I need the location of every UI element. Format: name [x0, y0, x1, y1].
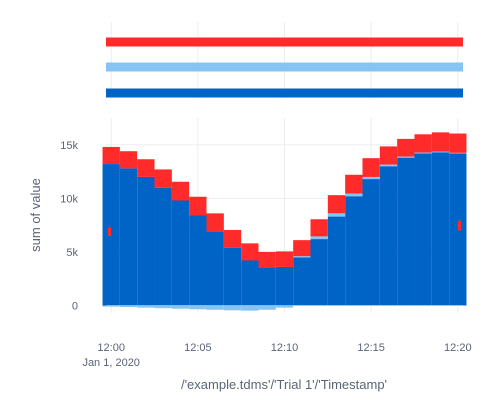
bar-red-17 — [379, 146, 398, 165]
bar-red-15 — [345, 174, 363, 194]
x-tick-label-2: 12:10 — [271, 342, 299, 354]
bar-lightblue-5 — [189, 305, 207, 310]
axes: 0 5k 10k 15k 12:00 12:05 12:10 12:15 12:20 Jan 1,… — [60, 140, 471, 369]
marginal-rug-1 — [106, 62, 463, 72]
bar-red-3 — [137, 159, 155, 177]
bar-blue-13 — [310, 239, 328, 306]
bar-lightblue-13 — [327, 213, 346, 217]
bar-red-2 — [119, 151, 138, 169]
bar-red-0 — [107, 227, 112, 236]
bar-blue-17 — [379, 166, 398, 306]
y-tick-label-3: 15k — [60, 140, 78, 152]
x-tick-sublabel: Jan 1, 2020 — [82, 357, 140, 369]
bar-lightblue-2 — [137, 305, 155, 308]
y-tick-label-0: 0 — [72, 301, 78, 313]
bar-blue-6 — [189, 215, 207, 306]
bar-lightblue-20 — [449, 152, 467, 154]
bar-red-13 — [310, 219, 328, 237]
bar-red-12 — [293, 240, 311, 257]
bar-red-7 — [206, 213, 224, 232]
bar-lightblue-12 — [310, 236, 328, 240]
bar-red-10 — [258, 251, 276, 268]
bar-blue-22 — [457, 230, 462, 306]
bar-lightblue-4 — [171, 305, 190, 309]
bar-lightblue-1 — [119, 305, 138, 308]
bar-red-20 — [431, 132, 450, 152]
y-tick-label-2: 10k — [60, 193, 78, 205]
bar-lightblue-16 — [379, 164, 398, 167]
bar-lightblue-7 — [223, 305, 242, 311]
bar-lightblue-8 — [241, 305, 259, 311]
bar-lightblue-17 — [397, 156, 415, 158]
bar-red-18 — [397, 138, 415, 157]
bar-blue-4 — [154, 187, 172, 306]
marginal-rug-0 — [106, 37, 463, 47]
x-tick-label-1: 12:05 — [184, 342, 212, 354]
y-axis-title: sum of value — [28, 178, 43, 252]
bar-blue-16 — [362, 179, 380, 306]
x-tick-label-0: 12:00 — [97, 342, 125, 354]
marginal-plot — [106, 22, 463, 98]
bar-blue-3 — [137, 176, 155, 306]
x-tick-label-3: 12:15 — [357, 342, 385, 354]
bar-blue-19 — [414, 153, 432, 306]
bar-blue-2 — [119, 168, 138, 306]
bar-red-6 — [189, 196, 207, 216]
bar-red-4 — [154, 169, 172, 188]
bar-red-8 — [223, 229, 242, 248]
bar-blue-15 — [345, 196, 363, 306]
bar-red-14 — [327, 195, 346, 214]
bar-lightblue-6 — [206, 305, 224, 310]
bar-blue-20 — [431, 152, 450, 306]
bar-lightblue-14 — [345, 193, 363, 197]
bar-red-22 — [457, 220, 462, 231]
bar-lightblue-11 — [293, 256, 311, 258]
bar-blue-5 — [171, 200, 190, 306]
bar-blue-9 — [241, 260, 259, 306]
bars-area — [102, 132, 467, 311]
bar-blue-7 — [206, 231, 224, 306]
bar-blue-18 — [397, 157, 415, 306]
bar-red-16 — [362, 158, 380, 177]
bar-red-9 — [241, 243, 259, 261]
bar-lightblue-9 — [258, 305, 276, 310]
bar-red-5 — [171, 181, 190, 201]
bar-lightblue-15 — [362, 176, 380, 180]
bar-red-19 — [414, 134, 432, 153]
bar-lightblue-18 — [414, 152, 432, 154]
bar-red-1 — [102, 146, 120, 165]
bar-lightblue-10 — [275, 305, 294, 308]
bar-blue-14 — [327, 216, 346, 306]
bar-red-11 — [275, 251, 294, 267]
bar-lightblue-19 — [431, 151, 450, 153]
bar-lightblue-3 — [154, 305, 172, 309]
bar-blue-8 — [223, 247, 242, 306]
x-tick-label-4: 12:20 — [444, 342, 472, 354]
bar-red-21 — [449, 133, 467, 153]
marginal-rug-2 — [106, 88, 463, 98]
x-axis-title: /'example.tdms'/'Trial 1'/'Timestamp' — [181, 377, 387, 392]
bar-lightblue-0 — [102, 305, 120, 307]
y-tick-label-1: 5k — [66, 247, 78, 259]
bar-blue-11 — [275, 266, 294, 306]
bar-blue-10 — [258, 268, 276, 306]
bar-blue-12 — [293, 257, 311, 306]
